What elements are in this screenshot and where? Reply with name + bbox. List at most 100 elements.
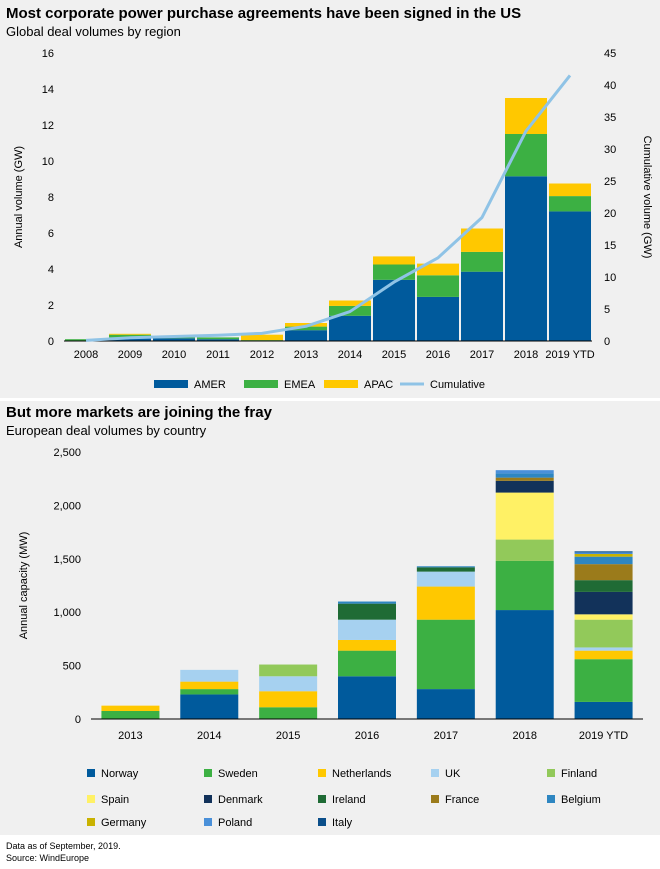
bar-segment-amer [373,279,415,341]
cumulative-line [85,74,572,342]
bar-segment-uk [259,676,318,692]
bar-segment-amer [461,271,503,341]
legend-label: Belgium [561,794,601,806]
bar-segment-apac [461,228,503,252]
bar-segment-amer [285,330,327,341]
x-tick-label: 2017 [470,349,494,361]
legend-swatch [87,769,95,777]
bar-segment-uk [574,647,633,651]
bar-segment-norway [180,694,239,719]
x-tick-label: 2019 YTD [545,349,594,361]
y2-tick-label: 40 [604,80,616,92]
bar-segment-sweden [338,650,396,677]
bar-segment-apac [505,98,547,134]
bar-segment-poland [495,470,554,474]
bar-segment-norway [574,701,633,719]
bar-segment-sweden [259,707,318,719]
legend-label: Finland [561,768,597,780]
bar-segment-sweden [180,689,239,695]
bar-segment-sweden [574,659,633,702]
top-chart-subtitle: Global deal volumes by region [6,24,181,39]
y2-axis-title: Cumulative volume (GW) [641,136,653,259]
legend-swatch [87,795,95,803]
bottom-chart-subtitle: European deal volumes by country [6,423,207,438]
y-axis-title: Annual capacity (MW) [18,532,30,640]
y-tick-label: 1,500 [53,554,81,566]
bar-segment-apac [417,263,459,276]
y-tick-label: 2,000 [53,500,81,512]
bar-segment-netherlands [416,586,475,620]
y-tick-label: 0 [48,336,54,348]
bar-segment-belgium [574,556,633,565]
y-tick-label: 1,000 [53,607,81,619]
bar-segment-uk [416,571,475,587]
x-tick-label: 2018 [512,730,536,742]
legend-label: Poland [218,817,252,829]
x-tick-label: 2015 [382,349,406,361]
legend-label: Ireland [332,794,366,806]
y2-tick-label: 0 [604,336,610,348]
legend-label: UK [445,768,461,780]
legend-label: Cumulative [430,379,485,391]
x-tick-label: 2016 [355,730,379,742]
bar-segment-amer [153,338,195,341]
bar-segment-netherlands [259,691,318,708]
y2-tick-label: 25 [604,176,616,188]
x-tick-label: 2014 [197,730,221,742]
bar-segment-amer [329,315,371,341]
y-tick-label: 14 [42,84,54,96]
bar-segment-emea [285,326,327,331]
legend-label: Germany [101,817,147,829]
bar-segment-emea [197,337,239,340]
legend-swatch [547,769,555,777]
european-volumes-chart: 0 500 1,000 1,500 2,000 2,500 Annual capacity … [18,447,643,829]
bottom-chart-title: But more markets are joining the fray [6,404,272,421]
bar-segment-spain [574,614,633,620]
y-tick-label: 500 [63,661,81,673]
legend-label: APAC [364,379,393,391]
legend-label: France [445,794,479,806]
x-tick-label: 2013 [118,730,142,742]
x-tick-label: 2017 [434,730,458,742]
bar-segment-finland [574,619,633,648]
bar-segment-norway [416,689,475,719]
y-tick-label: 16 [42,48,54,60]
bar-segment-amer [197,339,239,341]
y2-tick-label: 45 [604,48,616,60]
y2-tick-label: 35 [604,112,616,124]
bar-segment-apac [109,333,151,335]
legend-label: Italy [332,817,353,829]
bar-segment-emea [505,134,547,177]
bar-segment-amer [549,211,591,341]
bar-segment-netherlands [101,705,160,711]
legend-swatch [204,769,212,777]
bar-segment-finland [259,664,318,677]
y-axis-title: Annual volume (GW) [13,146,25,248]
y-tick-label: 10 [42,156,54,168]
x-tick-label: 2012 [250,349,274,361]
bar-segment-emea [549,196,591,212]
bar-segment-emea [461,251,503,272]
legend-label: AMER [194,379,226,391]
bar-segment-belgium [338,601,396,604]
global-volumes-chart: 0 2 4 6 8 10 12 14 16 0 5 10 15 20 25 30 35 40 45 Annual vo… [13,48,653,391]
x-tick-label: 2015 [276,730,300,742]
bar-segment-ireland [338,603,396,620]
bar-segment-emea [109,334,151,338]
y-tick-label: 12 [42,120,54,132]
x-tick-label: 2009 [118,349,142,361]
bar-segment-netherlands [338,639,396,651]
bar-segment-sweden [495,560,554,611]
legend-label: Spain [101,794,129,806]
y-tick-label: 2,500 [53,447,81,459]
legend-swatch [431,795,439,803]
bar-segment-uk [338,619,396,640]
x-tick-label: 2011 [206,349,230,361]
y-tick-label: 6 [48,228,54,240]
legend-label: EMEA [284,379,316,391]
bar-segment-emea [417,275,459,297]
bar-segment-denmark [495,480,554,493]
legend-swatch [318,769,326,777]
x-tick-label: 2014 [338,349,362,361]
y2-tick-label: 10 [604,272,616,284]
